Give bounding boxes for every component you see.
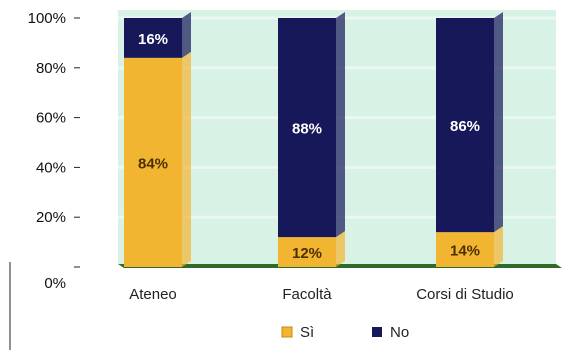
legend-label: Sì bbox=[300, 324, 314, 341]
y-tick-label: 20% bbox=[36, 209, 66, 226]
bar-segment bbox=[124, 57, 182, 268]
bar-side bbox=[182, 12, 191, 58]
bar-value-label: 16% bbox=[138, 31, 168, 48]
bar-side bbox=[494, 226, 503, 267]
y-tick-label: 60% bbox=[36, 110, 66, 127]
bar-value-label: 14% bbox=[450, 243, 480, 260]
bar-side bbox=[494, 12, 503, 233]
bar-segment bbox=[436, 232, 494, 267]
bar-value-label: 12% bbox=[292, 245, 322, 262]
bar-side bbox=[336, 231, 345, 267]
bar-side bbox=[182, 51, 191, 268]
bar-value-label: 84% bbox=[138, 155, 168, 172]
x-category-label: Ateneo bbox=[129, 286, 177, 303]
bar-segment bbox=[436, 18, 494, 233]
x-category-label: Facoltà bbox=[282, 286, 332, 303]
y-tick-label: 100% bbox=[28, 10, 66, 27]
bar-segment bbox=[278, 237, 336, 267]
y-tick-label: 0% bbox=[44, 275, 66, 292]
bar-segment bbox=[124, 18, 182, 58]
bar-side bbox=[336, 12, 345, 238]
y-tick-label: 40% bbox=[36, 159, 66, 176]
y-tick-label: 80% bbox=[36, 60, 66, 77]
bar-value-label: 88% bbox=[292, 121, 322, 138]
legend-label: No bbox=[390, 324, 409, 341]
legend-swatch bbox=[372, 327, 382, 337]
legend-swatch bbox=[281, 326, 293, 338]
x-category-label: Corsi di Studio bbox=[416, 286, 514, 303]
bar-segment bbox=[278, 18, 336, 238]
bar-value-label: 86% bbox=[450, 118, 480, 135]
